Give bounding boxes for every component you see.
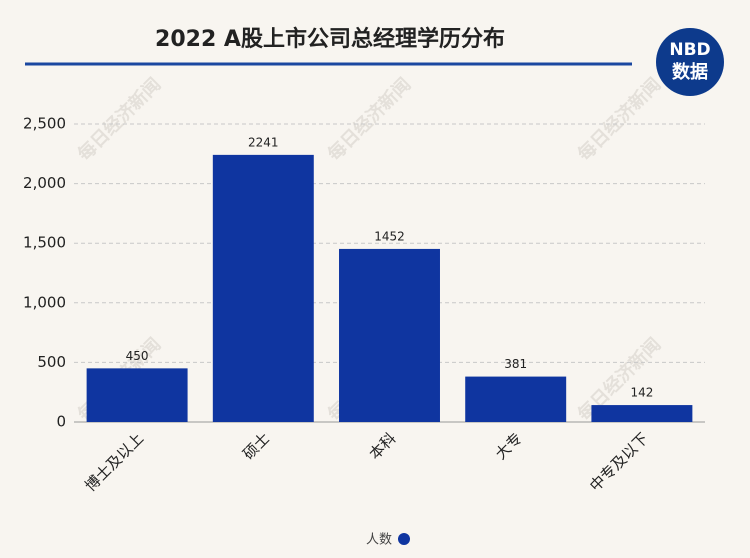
y-tick-label: 2,500 [23,115,66,133]
bar [465,376,567,422]
value-label: 450 [126,349,149,363]
chart-title: 2022 A股上市公司总经理学历分布 [155,26,505,52]
legend-swatch [398,533,410,545]
y-tick-label: 2,000 [23,174,66,192]
value-label: 142 [630,386,653,400]
bar [212,154,314,422]
y-tick-label: 0 [56,413,66,431]
logo-badge [656,28,724,96]
y-tick-label: 500 [37,353,66,371]
y-tick-label: 1,500 [23,234,66,252]
logo-top: NBD [669,40,710,60]
bar [339,248,440,422]
legend-label: 人数 [366,533,392,548]
bar [591,405,693,422]
value-label: 2241 [248,135,279,149]
logo-bottom: 数据 [672,61,708,83]
value-label: 1452 [374,229,405,243]
y-tick-label: 1,000 [23,293,66,311]
bar [86,368,188,422]
value-label: 381 [504,357,527,371]
